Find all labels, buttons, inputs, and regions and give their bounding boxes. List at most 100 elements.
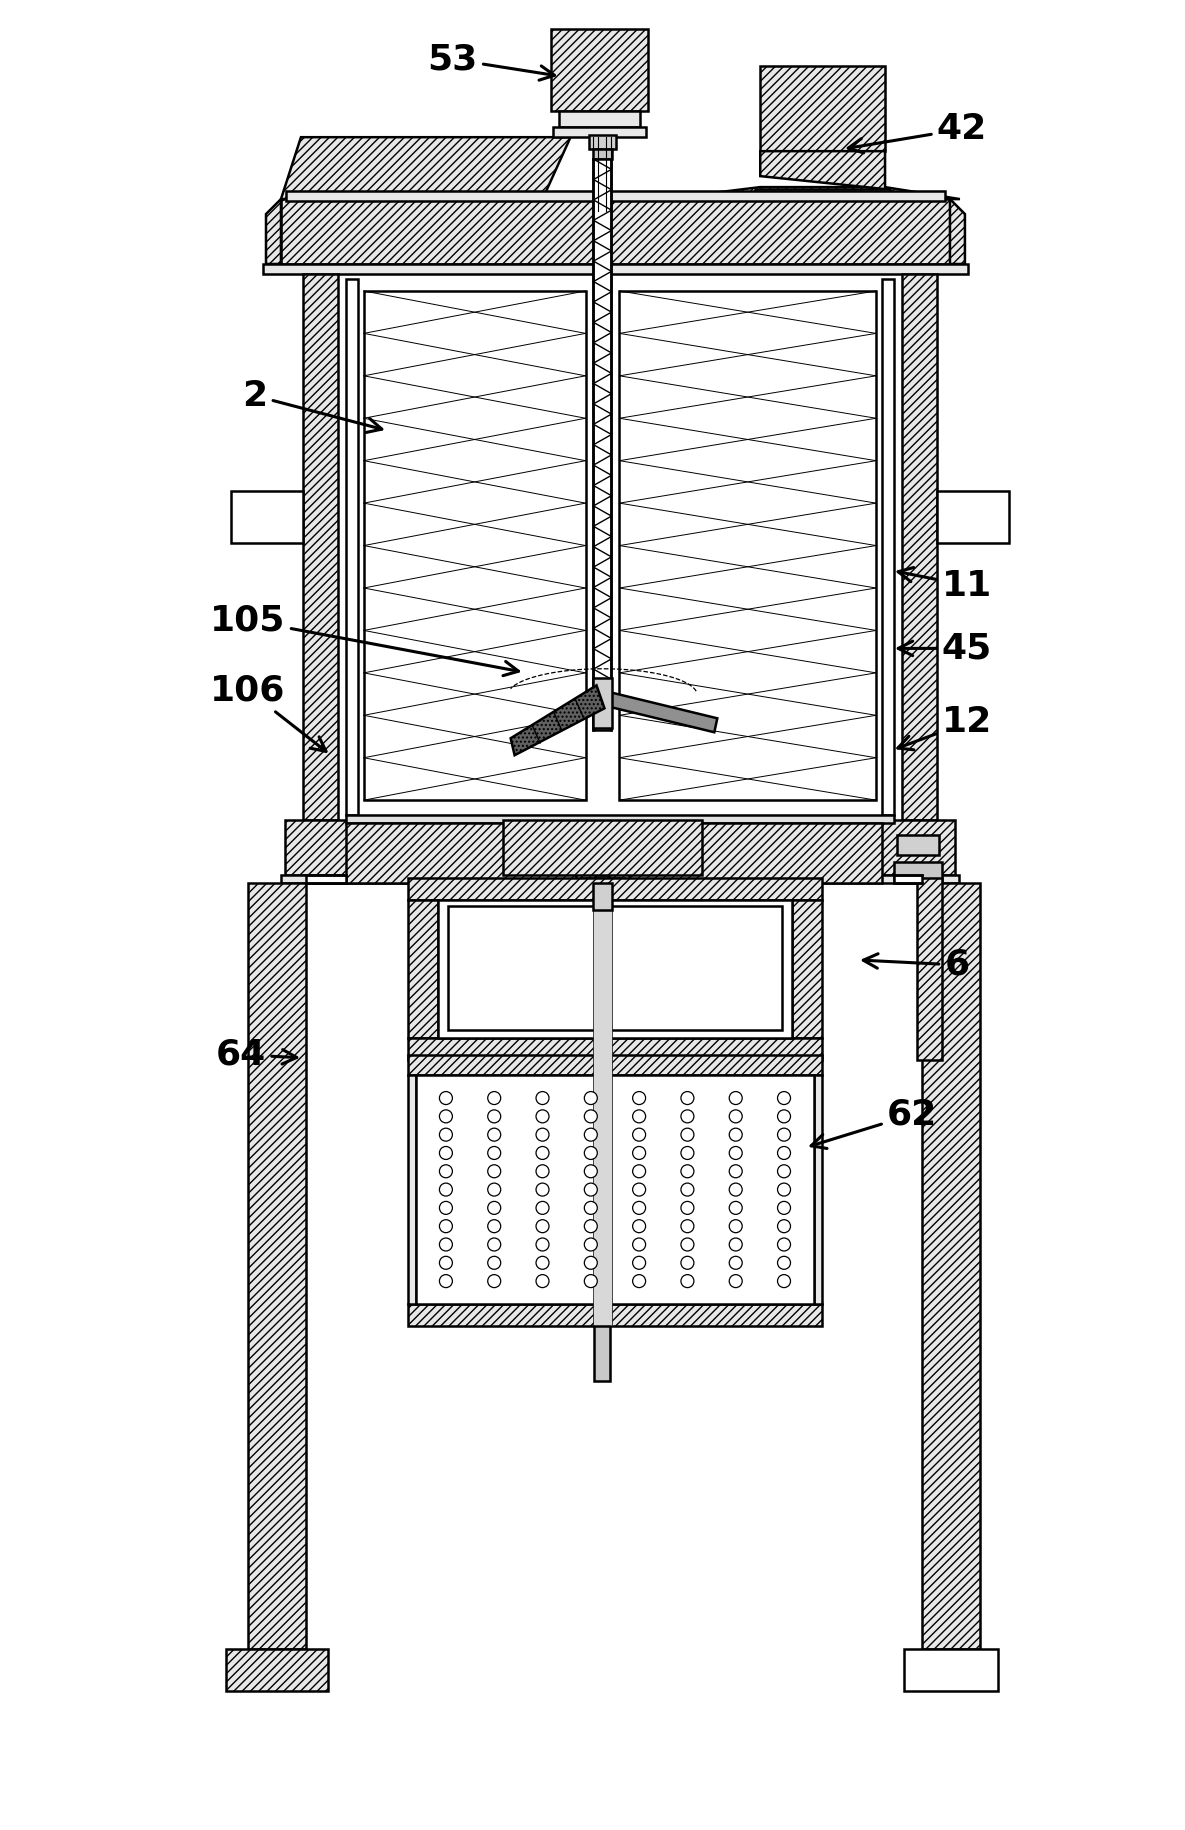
Bar <box>620 291 876 800</box>
Circle shape <box>729 1109 742 1124</box>
Bar <box>793 900 822 1038</box>
Circle shape <box>633 1221 646 1233</box>
Bar <box>226 1649 328 1691</box>
Bar <box>551 29 648 112</box>
Bar <box>346 824 576 884</box>
Bar <box>609 824 629 884</box>
Circle shape <box>729 1276 742 1288</box>
Bar <box>922 884 980 1649</box>
Circle shape <box>681 1221 694 1233</box>
Circle shape <box>440 1182 453 1197</box>
Polygon shape <box>662 187 960 199</box>
Circle shape <box>536 1202 549 1215</box>
Circle shape <box>584 1146 597 1160</box>
Circle shape <box>777 1109 790 1124</box>
Circle shape <box>777 1202 790 1215</box>
Circle shape <box>440 1202 453 1215</box>
Text: 106: 106 <box>210 673 326 752</box>
Circle shape <box>440 1276 453 1288</box>
Bar <box>408 1054 822 1074</box>
Circle shape <box>633 1091 646 1105</box>
Circle shape <box>729 1164 742 1179</box>
Circle shape <box>584 1276 597 1288</box>
Bar <box>814 1074 822 1305</box>
Circle shape <box>681 1091 694 1105</box>
Circle shape <box>633 1202 646 1215</box>
Circle shape <box>488 1239 501 1252</box>
Circle shape <box>633 1182 646 1197</box>
Circle shape <box>584 1257 597 1270</box>
Bar <box>629 824 882 884</box>
Circle shape <box>681 1146 694 1160</box>
Circle shape <box>633 1109 646 1124</box>
Circle shape <box>681 1109 694 1124</box>
Text: 11: 11 <box>898 567 992 602</box>
Circle shape <box>488 1146 501 1160</box>
Text: 53: 53 <box>428 42 555 81</box>
Circle shape <box>584 1182 597 1197</box>
Bar <box>589 135 616 150</box>
Circle shape <box>633 1257 646 1270</box>
Bar <box>594 159 611 730</box>
Polygon shape <box>608 692 717 732</box>
Polygon shape <box>281 137 570 199</box>
Circle shape <box>488 1127 501 1142</box>
Circle shape <box>584 1164 597 1179</box>
Circle shape <box>440 1239 453 1252</box>
Bar <box>595 1327 610 1382</box>
Polygon shape <box>761 152 885 188</box>
Polygon shape <box>265 199 281 264</box>
Circle shape <box>729 1202 742 1215</box>
Circle shape <box>488 1091 501 1105</box>
Bar <box>416 1074 814 1305</box>
Bar <box>592 150 613 159</box>
Circle shape <box>681 1276 694 1288</box>
Bar <box>408 1038 822 1060</box>
Circle shape <box>777 1221 790 1233</box>
Bar <box>408 1305 822 1327</box>
Bar <box>937 490 1008 542</box>
Text: 45: 45 <box>898 631 992 666</box>
Circle shape <box>488 1109 501 1124</box>
Circle shape <box>584 1091 597 1105</box>
Circle shape <box>633 1276 646 1288</box>
Circle shape <box>440 1257 453 1270</box>
Text: 64: 64 <box>216 1038 296 1072</box>
Circle shape <box>536 1276 549 1288</box>
Circle shape <box>440 1091 453 1105</box>
Circle shape <box>536 1182 549 1197</box>
Polygon shape <box>950 199 965 264</box>
Bar <box>592 899 613 1327</box>
Bar <box>346 814 893 824</box>
Text: 6: 6 <box>864 948 969 983</box>
Circle shape <box>536 1127 549 1142</box>
Circle shape <box>440 1221 453 1233</box>
Bar <box>358 278 882 814</box>
Circle shape <box>633 1164 646 1179</box>
Bar <box>558 112 640 128</box>
Circle shape <box>777 1182 790 1197</box>
Bar <box>893 862 942 880</box>
Circle shape <box>633 1127 646 1142</box>
Circle shape <box>488 1276 501 1288</box>
Circle shape <box>633 1239 646 1252</box>
Circle shape <box>681 1182 694 1197</box>
Bar <box>408 878 822 900</box>
Bar <box>613 886 642 900</box>
Circle shape <box>681 1202 694 1215</box>
Circle shape <box>440 1164 453 1179</box>
Bar <box>893 875 922 884</box>
Text: 42: 42 <box>848 112 987 154</box>
Circle shape <box>440 1127 453 1142</box>
Circle shape <box>536 1239 549 1252</box>
Circle shape <box>440 1109 453 1124</box>
Circle shape <box>584 1239 597 1252</box>
Circle shape <box>536 1221 549 1233</box>
Bar <box>448 906 782 1030</box>
Bar <box>284 820 955 875</box>
Text: 12: 12 <box>898 705 992 750</box>
Text: 62: 62 <box>811 1098 937 1149</box>
Circle shape <box>536 1257 549 1270</box>
Circle shape <box>729 1239 742 1252</box>
Circle shape <box>584 1221 597 1233</box>
